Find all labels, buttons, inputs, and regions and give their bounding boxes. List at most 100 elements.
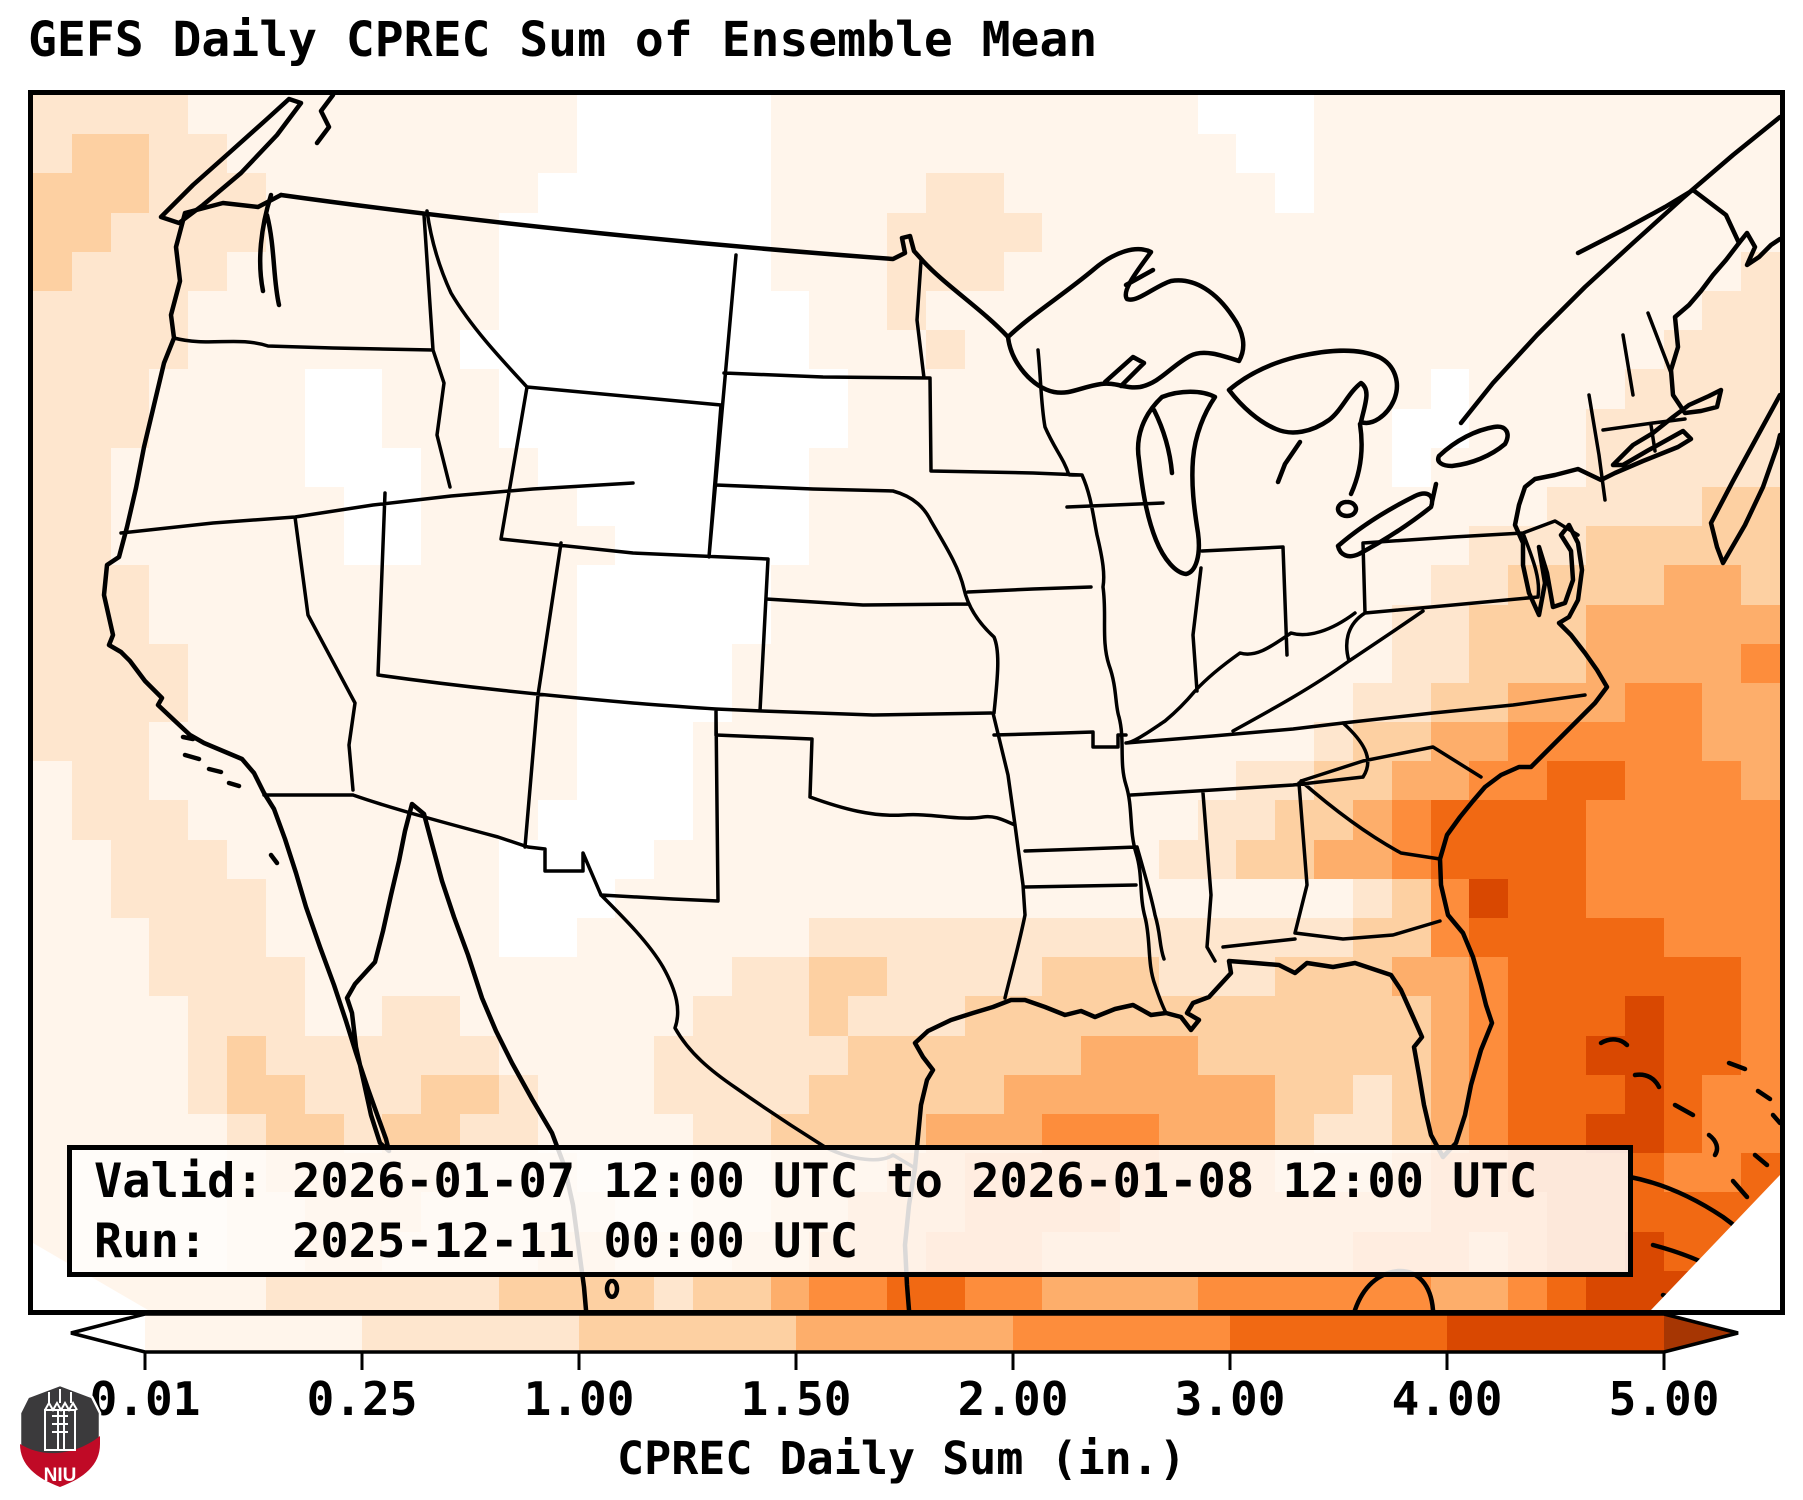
precip-cell [71, 251, 111, 291]
precip-cell [1120, 173, 1159, 213]
precip-cell [654, 682, 693, 723]
precip-cell [848, 761, 888, 801]
precip-cell [848, 565, 888, 605]
precip-cell [964, 1035, 1004, 1075]
precip-cell [1120, 918, 1159, 958]
precip-cell [615, 95, 655, 135]
precip-cell [1702, 878, 1742, 919]
precip-cell [265, 682, 305, 723]
precip-cell [654, 486, 693, 527]
precip-cell [964, 330, 1004, 370]
precip-cell [1585, 95, 1625, 135]
precip-cell [227, 369, 266, 409]
precip-cell [1003, 95, 1043, 135]
precip-cell [770, 95, 810, 135]
precip-cell [848, 526, 888, 566]
precip-cell [382, 408, 422, 448]
precip-cell [615, 1035, 655, 1075]
precip-cell [1236, 251, 1276, 291]
precip-cell [615, 486, 655, 527]
precip-cell [1197, 878, 1237, 919]
precip-cell [1120, 1035, 1159, 1075]
colorbar-under-arrow [71, 1314, 145, 1352]
precip-cell [1624, 565, 1664, 605]
precip-cell [1585, 526, 1625, 566]
precip-cell [1508, 134, 1548, 174]
precip-cell [1624, 173, 1664, 213]
precip-cell [1158, 918, 1198, 958]
precip-cell [1003, 408, 1043, 448]
precip-cell [498, 290, 538, 331]
precip-cell [343, 643, 383, 683]
precip-cell [304, 526, 344, 566]
precip-cell [731, 290, 771, 331]
precip-cell [343, 251, 383, 291]
precip-cell [1197, 447, 1237, 487]
precip-cell [1042, 800, 1082, 840]
state-borders [119, 209, 1687, 1170]
precip-cell [71, 682, 111, 723]
precip-cell [731, 565, 771, 605]
precip-cell [809, 1074, 849, 1115]
precip-cell [1430, 526, 1470, 566]
precip-cell [1702, 761, 1742, 801]
precip-cell [1081, 330, 1121, 370]
precip-cell [1042, 447, 1082, 487]
precip-cell [460, 604, 499, 644]
precip-cell [1003, 251, 1043, 291]
precip-cell [1430, 643, 1470, 683]
precip-cell [1469, 878, 1509, 919]
precip-cell [1236, 722, 1276, 762]
precip-cell [692, 1270, 732, 1310]
precip-cell [1741, 604, 1780, 644]
precip-cell [1469, 212, 1509, 252]
precip-cell [1275, 173, 1315, 213]
precip-cell [809, 290, 849, 331]
precip-cell [382, 957, 422, 997]
precip-cell [1081, 800, 1121, 840]
precip-cell [1158, 290, 1198, 331]
precip-cell [1236, 565, 1276, 605]
precip-cell [1585, 173, 1625, 213]
precip-cell [925, 839, 965, 879]
precip-cell [654, 604, 693, 644]
precip-cell [1585, 957, 1625, 997]
precip-cell [692, 643, 732, 683]
precip-cell [1741, 290, 1780, 331]
precip-cell [382, 251, 422, 291]
pacific-coastline [101, 192, 589, 1310]
colorbar-tick-label: 0.01 [89, 1372, 201, 1426]
precip-cell [1663, 682, 1703, 723]
precip-cell [731, 486, 771, 527]
precip-cell [1314, 212, 1353, 252]
precip-cell [537, 604, 577, 644]
precip-cell [343, 526, 383, 566]
precip-cell [1352, 682, 1392, 723]
precip-cell [1624, 526, 1664, 566]
precip-cell [1158, 722, 1198, 762]
precip-cell [1469, 682, 1509, 723]
precip-cell [1236, 839, 1276, 879]
precip-cell [1547, 839, 1586, 879]
precip-cell [1275, 800, 1315, 840]
precip-cell [1469, 134, 1509, 174]
precip-cell [654, 996, 693, 1036]
precip-cell [1158, 1074, 1198, 1115]
precip-cell [1624, 95, 1664, 135]
precip-cell [1663, 134, 1703, 174]
precip-cell [692, 251, 732, 291]
precip-cell [460, 173, 499, 213]
precip-cell [1003, 212, 1043, 252]
precip-cell [33, 918, 72, 958]
precip-cell [887, 369, 926, 409]
precip-cell [770, 408, 810, 448]
precip-cell [110, 996, 150, 1036]
precip-cell [1547, 1270, 1586, 1310]
precip-cell [1391, 761, 1431, 801]
nova-scotia-coastline [1708, 392, 1780, 566]
precip-cell [71, 134, 111, 174]
precip-cell [343, 408, 383, 448]
precip-cell [421, 1074, 461, 1115]
precip-cell [1663, 565, 1703, 605]
precip-cell [1430, 330, 1470, 370]
